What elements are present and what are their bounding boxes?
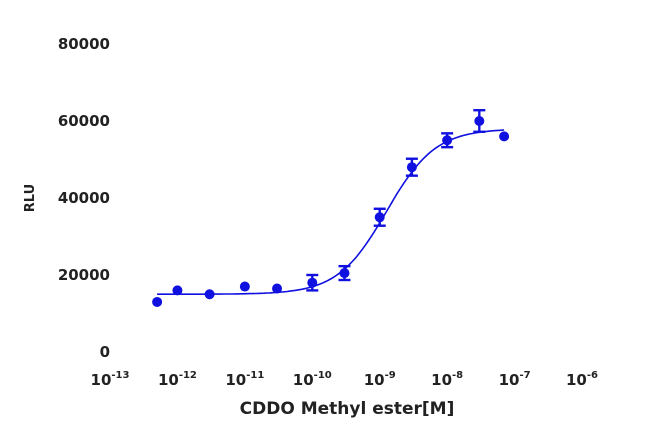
data-point [204,289,215,300]
data-point [374,212,385,223]
x-tick-label: 10-9 [364,370,396,389]
x-tick-label: 10-10 [293,370,332,389]
x-tick-label: 10-13 [91,370,130,389]
data-point [499,131,510,142]
data-point [152,296,163,307]
data-point [442,135,453,146]
y-tick-label: 0 [100,343,110,361]
x-tick-label: 10-11 [225,370,264,389]
x-axis-title: CDDO Methyl ester[M] [240,399,455,419]
data-points [152,116,510,307]
data-point [339,268,350,279]
x-tick-label: 10-8 [431,370,463,389]
data-point [272,283,283,294]
data-point [474,116,485,126]
data-point [239,281,250,292]
data-point [406,162,417,173]
data-point [307,277,318,288]
y-tick-label: 40000 [58,189,110,207]
y-tick-label: 20000 [58,266,110,284]
fit-curve [157,129,505,295]
y-axis-title-text: RLU [23,184,38,212]
x-tick-label: 10-7 [499,370,531,389]
x-tick-label: 10-6 [566,370,598,389]
x-tick-label: 10-12 [158,370,197,389]
y-tick-label: 60000 [58,112,110,130]
y-axis-title: RLU [23,184,38,212]
data-point [172,285,183,296]
y-tick-label: 80000 [58,35,110,53]
tick-labels: 0 20000 40000 60000 80000 10-13 10-12 10-11 10-1… [58,35,598,389]
